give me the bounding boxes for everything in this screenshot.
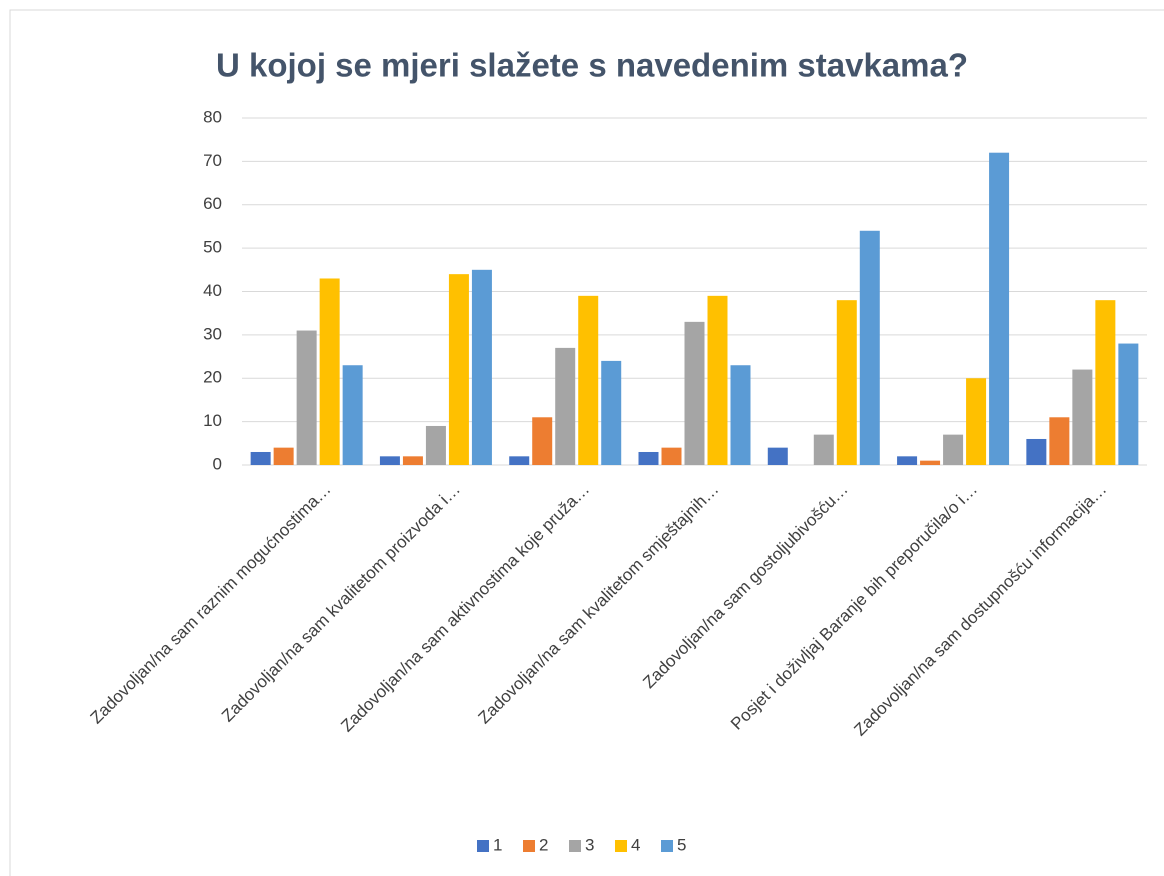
bar [448,274,469,465]
y-tick-label: 70 [203,151,222,170]
y-tick-label: 80 [203,107,222,126]
legend-label: 1 [493,835,502,854]
bar [319,278,340,465]
legend-label: 5 [677,835,686,854]
bar [966,378,987,465]
y-tick-label: 20 [203,368,222,387]
bar [601,360,622,465]
bar [342,365,363,465]
bar [532,417,553,465]
bar [897,456,918,465]
bar [859,230,880,465]
bar [661,447,682,465]
legend-swatch [569,840,581,852]
bar [1072,369,1093,465]
bar [989,152,1010,465]
y-tick-label: 0 [213,454,222,473]
legend-swatch [523,840,535,852]
y-tick-label: 30 [203,324,222,343]
legend-swatch [661,840,673,852]
legend-label: 3 [585,835,594,854]
y-tick-label: 10 [203,411,222,430]
bar [296,330,317,465]
bar [684,321,705,465]
bar [379,456,400,465]
bar [250,451,271,465]
bar [638,451,659,465]
bar [1095,300,1116,465]
bar [578,295,599,465]
y-tick-label: 50 [203,238,222,257]
bar [1118,343,1139,465]
bar [730,365,751,465]
bar [767,447,788,465]
legend-swatch [477,840,489,852]
bar [1049,417,1070,465]
y-tick-label: 40 [203,281,222,300]
bar [402,456,423,465]
bar [836,300,857,465]
bar [920,460,941,465]
bar [425,425,446,465]
bar [509,456,530,465]
legend-label: 4 [631,835,640,854]
legend-label: 2 [539,835,548,854]
y-tick-label: 60 [203,194,222,213]
bar [471,269,492,465]
chart-title: U kojoj se mjeri slažete s navedenim sta… [216,47,968,84]
bar [273,447,294,465]
legend-swatch [615,840,627,852]
bar [1026,438,1047,465]
bar [555,347,576,465]
bar [813,434,834,465]
bar [943,434,964,465]
bar [707,295,728,465]
